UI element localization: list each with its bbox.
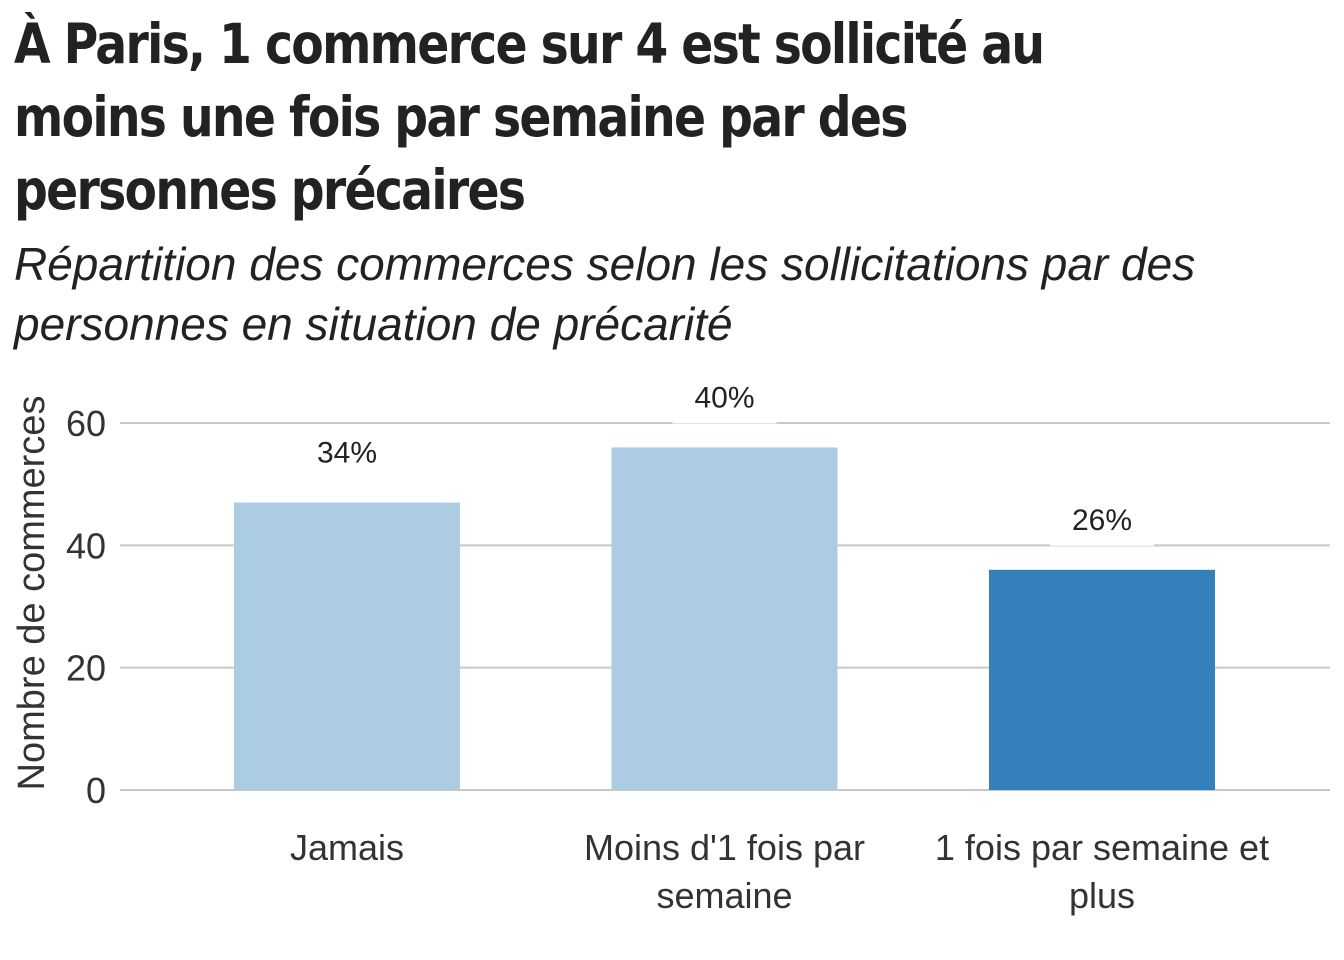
y-tick-label: 60 <box>66 403 106 444</box>
data-label: 26% <box>1072 504 1132 537</box>
y-tick-label: 20 <box>66 648 106 689</box>
bars <box>234 447 1215 790</box>
chart-title: À Paris, 1 commerce sur 4 est sollicité … <box>14 12 1045 222</box>
data-label-background <box>295 430 399 479</box>
data-label: 34% <box>317 437 377 470</box>
data-labels: 34% 40% 26% <box>295 375 1154 546</box>
data-label: 40% <box>694 381 754 414</box>
x-category-label: 1 fois par semaine et <box>935 827 1269 868</box>
bar <box>234 502 460 790</box>
x-category-label: semaine <box>656 875 792 916</box>
bar <box>989 569 1215 790</box>
x-category-label: Moins d'1 fois par <box>584 827 865 868</box>
bar <box>611 447 838 790</box>
y-tick-label: 0 <box>86 770 106 811</box>
x-category-label: Jamais <box>290 827 404 868</box>
x-category-label: plus <box>1069 875 1135 916</box>
data-label-background <box>672 375 777 424</box>
data-label-background <box>1050 497 1154 546</box>
x-axis-categories: Jamais Moins d'1 fois par semaine 1 fois pa… <box>290 827 1269 916</box>
y-axis-ticks: 0 20 40 60 <box>66 403 106 811</box>
chart-subtitle: Répartition des commerces selon les soll… <box>14 238 1196 350</box>
y-tick-label: 40 <box>66 525 106 566</box>
y-axis-title: Nombre de commerces <box>11 396 53 791</box>
